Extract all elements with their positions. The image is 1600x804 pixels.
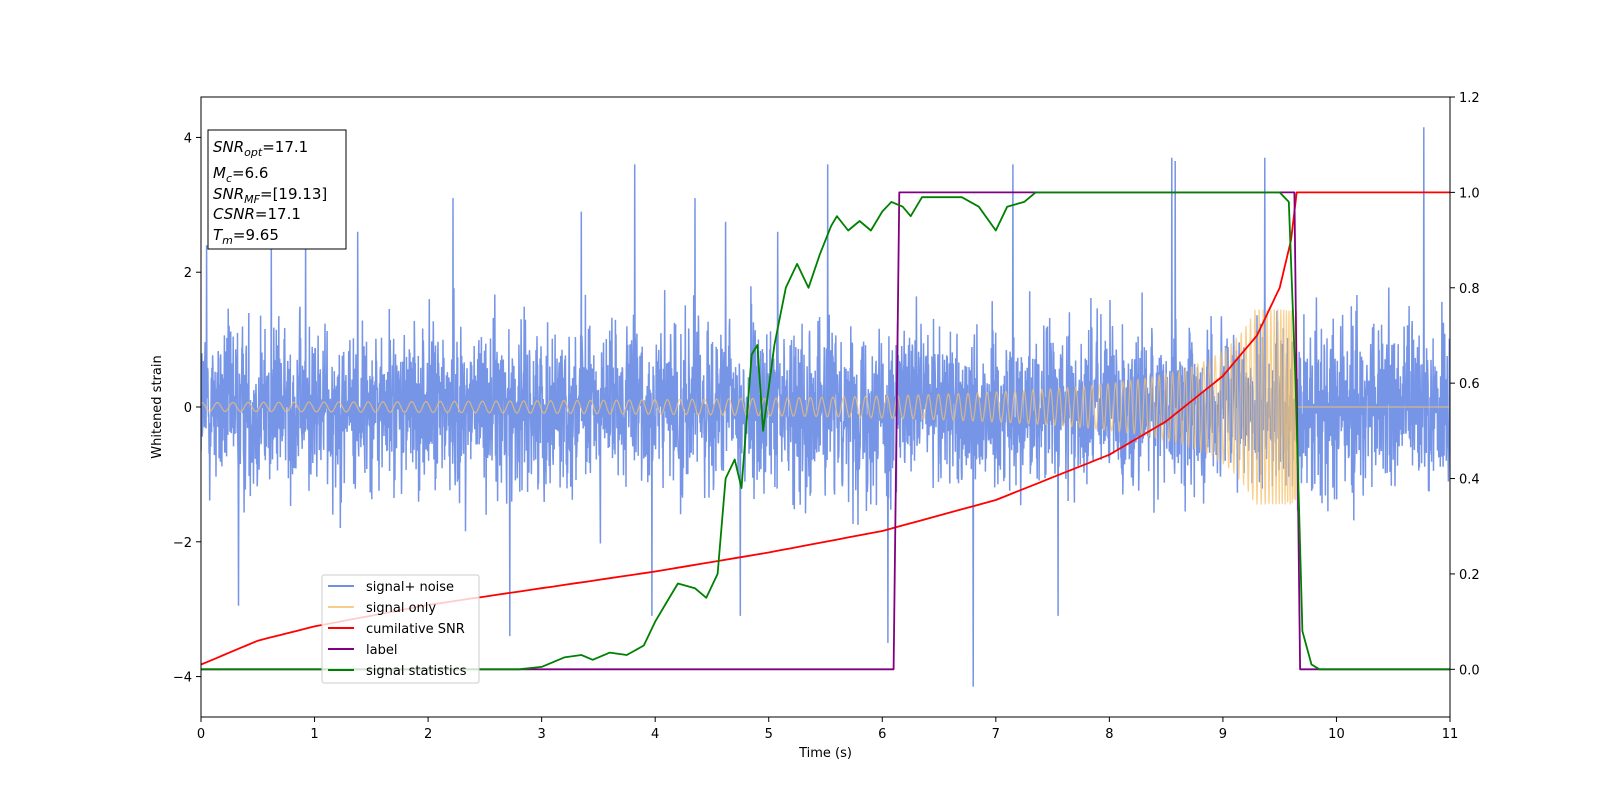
x-tick-label: 11 (1442, 727, 1459, 742)
y-left-tick-label: 4 (184, 131, 192, 146)
x-tick-label: 0 (197, 727, 205, 742)
info-snr-mf: SNRMF=[19.13] (213, 185, 327, 206)
legend-label-signal-noise: signal+ noise (366, 580, 454, 595)
info-mc: Mc=6.6 (213, 164, 268, 185)
series-line-signal-statistics (201, 191, 1450, 671)
y-axis-label: Whitened strain (150, 355, 165, 458)
y-right-tick-label: 0.6 (1459, 377, 1480, 392)
x-tick-label: 6 (878, 727, 886, 742)
y-right-tick-label: 0.0 (1459, 663, 1480, 678)
info-box-frame (207, 129, 347, 250)
axes-layer: 0 1 2 3 4 5 6 7 8 9 10 11 −4 −2 0 2 4 0.0 0.2 0.4 0.6 0.8 1.0 1… (173, 91, 1480, 742)
x-tick-label: 10 (1328, 727, 1345, 742)
x-tick-label: 1 (310, 727, 318, 742)
legend-label-signal-statistics: signal statistics (366, 664, 467, 679)
x-tick-label: 9 (1219, 727, 1227, 742)
legend-label-signal-only: signal only (366, 601, 436, 616)
y-left-tick-label: −2 (173, 536, 192, 551)
info-tm: Tm=9.65 (213, 226, 279, 247)
info-snr-opt: SNRopt=17.1 (213, 138, 308, 159)
legend-label-label: label (366, 643, 397, 658)
info-csnr: CSNR=17.1 (213, 205, 301, 223)
y-right-tick-label: 1.2 (1459, 91, 1480, 106)
y-right-tick-label: 0.2 (1459, 568, 1480, 583)
x-tick-label: 7 (992, 727, 1000, 742)
x-tick-label: 4 (651, 727, 659, 742)
y-right-tick-label: 0.4 (1459, 473, 1480, 488)
info-box: SNRopt=17.1 Mc=6.6 SNRMF=[19.13] CSNR=17… (207, 129, 347, 250)
x-tick-label: 2 (424, 727, 432, 742)
x-tick-label: 8 (1105, 727, 1113, 742)
y-right-tick-label: 1.0 (1459, 186, 1480, 201)
series-line-signal-only (201, 309, 1450, 505)
legend-frame (321, 574, 480, 684)
x-tick-label: 3 (537, 727, 545, 742)
legend-label-cumulative-snr: cumilative SNR (366, 622, 465, 637)
y-left-tick-label: 2 (184, 266, 192, 281)
x-tick-label: 5 (765, 727, 773, 742)
legend: signal+ noise signal only cumilative SNR… (321, 574, 480, 684)
y-right-tick-label: 0.8 (1459, 282, 1480, 297)
x-axis-label: Time (s) (798, 746, 852, 761)
y-left-tick-label: −4 (173, 671, 192, 686)
y-left-tick-label: 0 (184, 401, 192, 416)
